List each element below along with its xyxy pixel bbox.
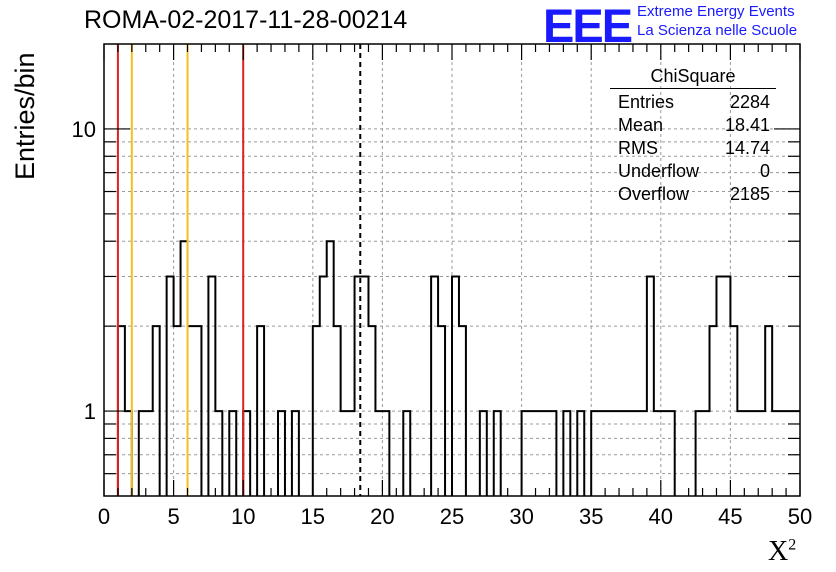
stats-value: 2284: [729, 92, 770, 112]
stats-row-overflow: Overflow 2185: [610, 183, 776, 206]
y-tick-label: 10: [72, 117, 96, 142]
stats-label: Underflow: [618, 161, 700, 181]
stats-value: 2185: [729, 184, 770, 204]
stats-label: Overflow: [618, 184, 690, 204]
x-axis-label-superscript: 2: [788, 536, 797, 554]
marker-lines: [116, 44, 362, 496]
x-tick-labels: 0 5 10 15 20 25 30 35 40 45 50: [98, 504, 812, 529]
stats-row-underflow: Underflow 0: [610, 160, 776, 183]
stats-title: ChiSquare: [610, 66, 776, 89]
chart-title: ROMA-02-2017-11-28-00214: [84, 6, 408, 34]
logo-line-1: Extreme Energy Events: [637, 3, 795, 20]
stats-row-entries: Entries 2284: [610, 91, 776, 114]
stats-row-rms: RMS 14.74: [610, 137, 776, 160]
stats-value: 14.74: [724, 138, 770, 158]
x-tick-label: 0: [98, 504, 110, 529]
x-axis-label: X2: [768, 536, 796, 568]
x-tick-label: 20: [370, 504, 394, 529]
y-axis-label: Entries/bin: [10, 52, 40, 180]
logo-text: Extreme Energy Events La Scienza nelle S…: [637, 2, 797, 40]
x-tick-label: 10: [231, 504, 255, 529]
eee-logo: EEE: [543, 0, 633, 52]
x-tick-label: 15: [301, 504, 325, 529]
stats-row-mean: Mean 18.41: [610, 114, 776, 137]
logo-line-2: La Scienza nelle Scuole: [637, 22, 798, 39]
x-tick-label: 30: [509, 504, 533, 529]
x-tick-label: 25: [440, 504, 464, 529]
histogram-step-line: [116, 240, 800, 496]
x-tick-label: 35: [579, 504, 603, 529]
stats-box: ChiSquare Entries 2284 Mean 18.41 RMS 14.74…: [610, 66, 776, 206]
stats-value: 0: [759, 161, 770, 181]
stats-value: 18.41: [724, 115, 770, 135]
x-axis-label-main: X: [768, 536, 789, 567]
x-tick-label: 5: [167, 504, 179, 529]
stats-label: Entries: [618, 92, 675, 112]
stats-label: Mean: [618, 115, 664, 135]
x-tick-label: 45: [718, 504, 742, 529]
x-tick-label: 40: [649, 504, 673, 529]
y-tick-label: 1: [84, 399, 96, 424]
histogram-bars: [116, 240, 800, 496]
x-tick-label: 50: [788, 504, 812, 529]
y-tick-labels: 1 10: [72, 117, 96, 424]
stats-label: RMS: [618, 138, 658, 158]
axis-ticks: [103, 44, 801, 496]
